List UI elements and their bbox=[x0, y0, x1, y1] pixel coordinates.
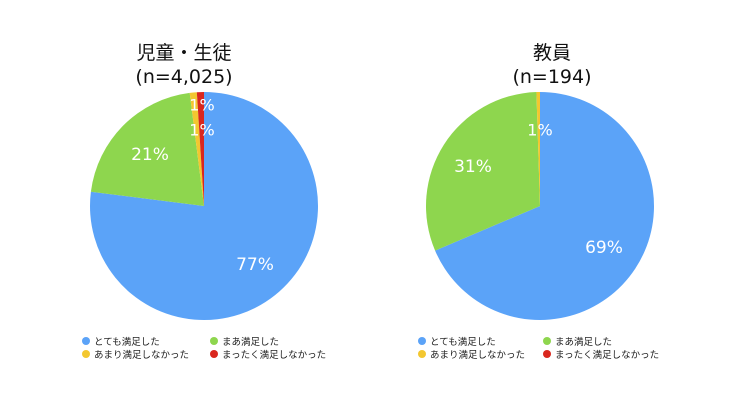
legend-item: とても満足した bbox=[82, 334, 160, 348]
pie-data-label: 1% bbox=[189, 121, 214, 140]
legend-label: まったく満足しなかった bbox=[222, 350, 327, 361]
legend-swatch bbox=[418, 350, 426, 358]
pie-data-label: 1% bbox=[527, 121, 552, 140]
pie-slice bbox=[435, 92, 654, 320]
pie-data-label: 1% bbox=[189, 96, 214, 115]
legend-label: あまり満足しなかった bbox=[430, 350, 526, 361]
pie-slice bbox=[90, 92, 204, 206]
chart-title: 教員 bbox=[532, 42, 571, 64]
pie-data-label: 31% bbox=[454, 157, 492, 177]
pie-chart: 77% 21% 1% 1% bbox=[90, 92, 318, 320]
legend-label: とても満足した bbox=[430, 337, 496, 348]
legend-swatch bbox=[543, 350, 551, 358]
chart-teachers: 教員 (n=194) 69% 31% 1% とても満足した まあ満足した あまり満足… bbox=[368, 0, 736, 414]
legend-item: とても満足した bbox=[418, 334, 496, 348]
chart-title: 児童・生徒 bbox=[136, 42, 232, 64]
legend-swatch bbox=[82, 350, 90, 358]
pie-data-label: 21% bbox=[131, 145, 169, 165]
legend-item: あまり満足しなかった bbox=[418, 347, 525, 361]
legend-swatch bbox=[543, 337, 551, 345]
legend-swatch bbox=[210, 337, 218, 345]
pie-chart: 69% 31% 1% bbox=[426, 92, 654, 320]
legend-item: まったく満足しなかった bbox=[210, 347, 326, 361]
legend-label: とても満足した bbox=[94, 337, 160, 348]
chart-subtitle: (n=4,025) bbox=[135, 66, 233, 88]
legend-swatch bbox=[210, 350, 218, 358]
legend-label: まあ満足した bbox=[222, 337, 280, 348]
legend-item: まあ満足した bbox=[543, 334, 612, 348]
pie-slice bbox=[196, 92, 204, 206]
legend-item: まったく満足しなかった bbox=[543, 347, 659, 361]
pie-data-label: 69% bbox=[585, 238, 623, 258]
legend-item: あまり満足しなかった bbox=[82, 347, 189, 361]
legend-label: まったく満足しなかった bbox=[555, 350, 660, 361]
legend-item: まあ満足した bbox=[210, 334, 279, 348]
legend-swatch bbox=[418, 337, 426, 345]
pie-data-label: 77% bbox=[236, 255, 274, 275]
legend-label: まあ満足した bbox=[555, 337, 613, 348]
chart-students: 児童・生徒 (n=4,025) 77% 21% 1% 1% とても満足した まあ満足し… bbox=[82, 42, 326, 361]
pie-slice bbox=[536, 92, 540, 206]
legend-swatch bbox=[82, 337, 90, 345]
pie-slice bbox=[189, 92, 204, 206]
chart-subtitle: (n=194) bbox=[512, 66, 592, 88]
pie-slice bbox=[426, 92, 540, 251]
legend-label: あまり満足しなかった bbox=[94, 350, 190, 361]
